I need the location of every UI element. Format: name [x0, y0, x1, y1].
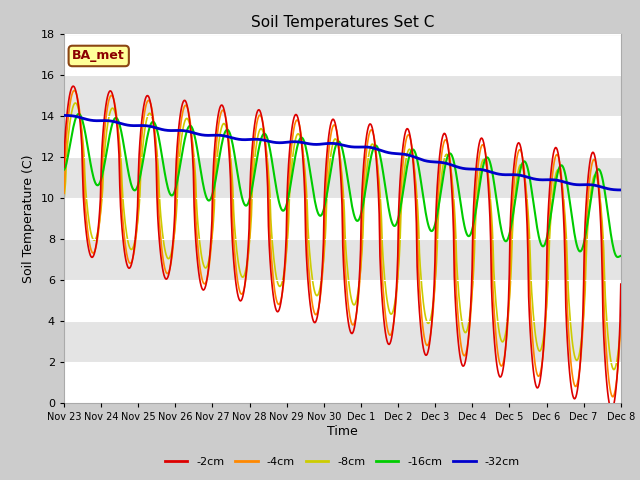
- Y-axis label: Soil Temperature (C): Soil Temperature (C): [22, 154, 35, 283]
- Title: Soil Temperatures Set C: Soil Temperatures Set C: [251, 15, 434, 30]
- X-axis label: Time: Time: [327, 425, 358, 438]
- Bar: [64, 157, 621, 198]
- Bar: [64, 116, 621, 157]
- Bar: [64, 280, 621, 321]
- Bar: [64, 321, 621, 362]
- Text: BA_met: BA_met: [72, 49, 125, 62]
- Bar: [64, 198, 621, 239]
- Bar: [64, 75, 621, 116]
- Bar: [64, 239, 621, 280]
- Legend: -2cm, -4cm, -8cm, -16cm, -32cm: -2cm, -4cm, -8cm, -16cm, -32cm: [161, 453, 524, 471]
- Bar: [64, 34, 621, 75]
- Bar: [64, 362, 621, 403]
